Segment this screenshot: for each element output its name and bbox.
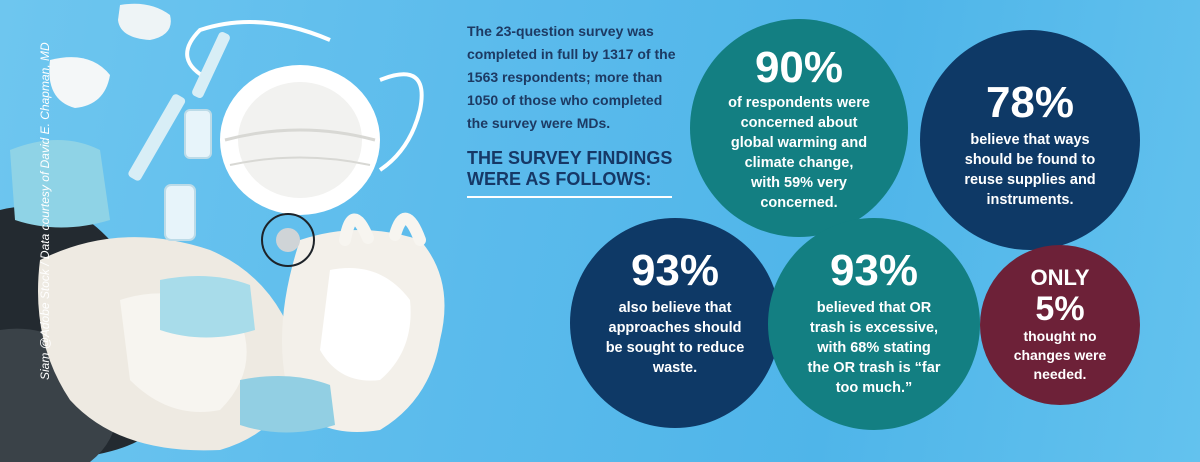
stat-circle-78-reuse: 78% believe that ways should be found to…: [920, 30, 1140, 250]
stat-line: be sought to reduce: [605, 340, 745, 356]
stat-line: with 68% stating: [817, 340, 931, 356]
stat-line: climate change,: [744, 155, 854, 171]
medical-waste-photo: Siam @Adobe Stock / Data courtesy of Dav…: [0, 0, 470, 462]
stat-circle-5-no-changes: ONLY 5% thought no changes were needed.: [980, 245, 1140, 405]
intro-line: the survey were MDs.: [467, 115, 611, 131]
stat-line: too much.”: [835, 380, 913, 396]
stat-line: trash is excessive,: [809, 320, 939, 336]
stat-line: thought no: [1023, 328, 1097, 344]
intro-line: completed in full by 1317 of the: [467, 46, 676, 62]
stat-description: also believe that approaches should be s…: [606, 298, 745, 378]
stat-value: 93%: [829, 246, 919, 295]
stat-line: instruments.: [986, 192, 1074, 208]
stat-line: believed that OR: [816, 300, 932, 316]
intro-line: 1563 respondents; more than: [467, 69, 663, 85]
stat-value: 93%: [630, 246, 720, 295]
intro-line: The 23-question survey was: [467, 23, 654, 39]
stat-circle-93-reduce-waste: 93% also believe that approaches should …: [570, 218, 780, 428]
stat-line: with 59% very: [751, 175, 847, 191]
stat-circle-93-or-trash: 93% believed that OR trash is excessive,…: [768, 218, 980, 430]
stat-line: of respondents were: [728, 95, 870, 111]
findings-heading: THE SURVEY FINDINGS WERE AS FOLLOWS:: [467, 148, 673, 198]
stat-value: 5%: [1035, 290, 1085, 328]
stat-line: also believe that: [618, 300, 732, 316]
stat-line: changes were: [1013, 347, 1107, 363]
stat-description: thought no changes were needed.: [1014, 327, 1107, 384]
stat-description: believe that ways should be found to reu…: [964, 130, 1095, 210]
stat-description: believed that OR trash is excessive, wit…: [808, 298, 941, 398]
stat-value: 78%: [985, 78, 1075, 127]
stat-line: reuse supplies and: [964, 172, 1096, 188]
stat-line: approaches should: [608, 320, 742, 336]
stat-line: the OR trash is “far: [807, 360, 941, 376]
stat-description: of respondents were concerned about glob…: [728, 93, 870, 213]
photo-credit: Siam @Adobe Stock / Data courtesy of Dav…: [38, 42, 52, 380]
stat-line: concerned.: [760, 195, 838, 211]
findings-heading-line: THE SURVEY FINDINGS: [467, 148, 673, 168]
stat-line: needed.: [1033, 366, 1087, 382]
stat-line: believe that ways: [970, 132, 1090, 148]
stat-line: global warming and: [730, 135, 868, 151]
medical-waste-illustration: [0, 3, 445, 462]
stat-line: concerned about: [740, 115, 858, 131]
stat-line: should be found to: [964, 152, 1096, 168]
findings-heading-line: WERE AS FOLLOWS:: [467, 169, 652, 189]
stat-value: 90%: [754, 43, 844, 92]
stat-prefix: ONLY: [1030, 265, 1090, 290]
stat-circle-90-concerned: 90% of respondents were concerned about …: [690, 19, 908, 237]
intro-line: 1050 of those who completed: [467, 92, 663, 108]
survey-intro: The 23-question survey was completed in …: [467, 20, 702, 135]
stat-line: waste.: [652, 360, 698, 376]
